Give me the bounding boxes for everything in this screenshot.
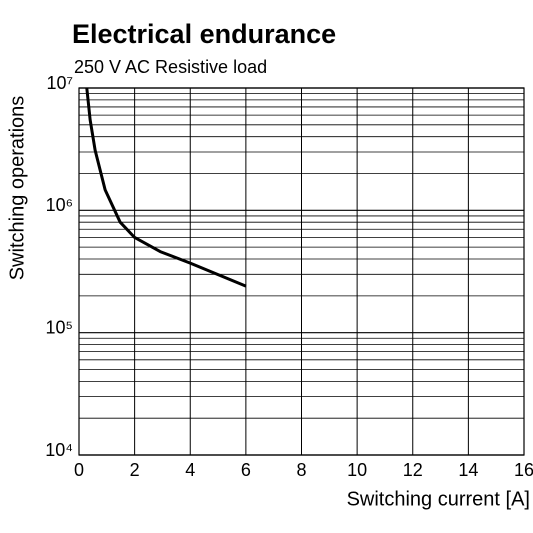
x-tick-label: 0: [74, 460, 84, 480]
chart-title: Electrical endurance: [72, 19, 336, 49]
x-tick-label: 6: [241, 460, 251, 480]
plot-frame: [78, 87, 525, 456]
x-tick-label: 8: [296, 460, 306, 480]
x-axis-label: Switching current [A]: [347, 488, 530, 510]
y-tick-label: 10⁷: [46, 73, 73, 93]
y-tick-label: 10⁴: [45, 440, 73, 460]
x-tick-label: 14: [458, 460, 478, 480]
x-tick-label: 16: [514, 460, 533, 480]
data-line: [85, 87, 247, 288]
x-tick-label: 2: [130, 460, 140, 480]
x-tick-label: 4: [185, 460, 195, 480]
y-tick-label: 10⁵: [46, 317, 73, 337]
chart-subtitle: 250 V AC Resistive load: [74, 57, 267, 77]
x-tick-label: 10: [347, 460, 367, 480]
y-tick-label: 10⁶: [46, 195, 73, 215]
y-axis-label: Switching operations: [6, 96, 28, 281]
x-tick-label: 12: [403, 460, 423, 480]
